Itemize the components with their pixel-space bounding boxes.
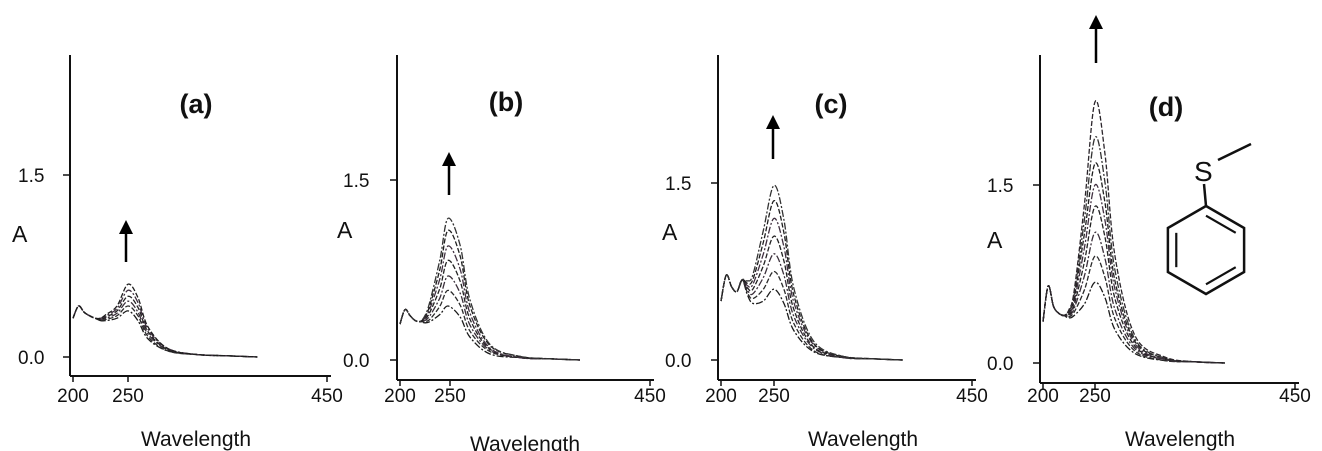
y-axis-title: A	[987, 227, 1003, 253]
trend-arrow-up-icon	[119, 220, 133, 262]
panel-label: (d)	[1149, 92, 1183, 122]
x-tick-label: 200	[705, 386, 737, 407]
spectrum-series-line	[72, 295, 258, 358]
y-axis-title: A	[662, 219, 678, 245]
x-tick-label: 200	[384, 386, 416, 407]
x-tick-label: 200	[57, 386, 89, 407]
panel-label: (a)	[180, 89, 213, 119]
y-axis-title: A	[337, 217, 353, 243]
y-tick-label: 1.5	[18, 166, 44, 187]
x-tick-label: 450	[634, 386, 666, 407]
x-tick-label: 450	[956, 386, 988, 407]
y-tick-label: 1.5	[987, 176, 1013, 197]
spectrum-series-line	[720, 184, 903, 361]
trend-arrow-up-icon	[1089, 15, 1103, 63]
x-axis-title: Wavelength	[470, 433, 580, 451]
x-tick-label: 200	[1027, 386, 1059, 407]
spectra-series-group	[1042, 100, 1226, 364]
spectrum-series-line	[399, 229, 581, 361]
y-tick-label: 0.0	[987, 354, 1013, 375]
spectrum-series-line	[399, 217, 581, 361]
x-tick-label: 250	[758, 386, 790, 407]
spectrum-series-line	[72, 289, 258, 358]
x-tick-label: 250	[434, 386, 466, 407]
y-tick-label: 0.0	[665, 351, 691, 372]
spectrum-series-line	[1042, 205, 1226, 364]
spectrum-series-line	[720, 253, 903, 361]
trend-arrow-up-icon	[766, 115, 780, 159]
y-tick-label: 0.0	[343, 351, 369, 372]
panel-b: 0.0 1.5 200 250 450 Wavelength A (b)	[337, 55, 666, 451]
x-tick-label: 250	[112, 386, 144, 407]
x-tick-label: 450	[1279, 386, 1311, 407]
spectrum-series-line	[1042, 162, 1226, 364]
panel-c: 0.0 1.5 200 250 450 Wavelength A (c)	[662, 55, 988, 451]
spectra-series-group	[720, 184, 903, 361]
y-axis-title: A	[12, 221, 28, 247]
spectrum-series-line	[720, 274, 903, 361]
spectrum-series-line	[399, 245, 581, 361]
x-axis-title: Wavelength	[808, 428, 918, 451]
x-tick-label: 250	[1079, 386, 1111, 407]
panel-a: 0.0 1.5 200 250 450 Wavelength A (a)	[12, 55, 343, 451]
x-tick-label: 450	[311, 386, 343, 407]
y-tick-label: 0.0	[18, 348, 44, 369]
trend-arrow-up-icon	[442, 152, 456, 195]
spectrum-series-line	[1042, 100, 1226, 364]
y-tick-label: 1.5	[665, 174, 691, 195]
panel-d: 0.0 1.5 200 250 450 Wavelength A (d) S	[987, 15, 1311, 451]
spectrum-series-line	[72, 305, 258, 358]
thioanisole-structure-icon: S	[1166, 142, 1252, 296]
spectrum-series-line	[1042, 136, 1226, 364]
spectra-series-group	[72, 283, 258, 358]
sulfur-atom-label: S	[1194, 156, 1213, 187]
x-axis-title: Wavelength	[1125, 428, 1235, 451]
panel-label: (b)	[489, 87, 523, 117]
panels: 0.0 1.5 200 250 450 Wavelength A (a) 0.0 1.5 200 25…	[12, 15, 1311, 451]
spectra-series-group	[399, 217, 581, 361]
spectrum-series-line	[720, 270, 903, 361]
panel-label: (c)	[815, 89, 848, 119]
y-tick-label: 1.5	[343, 171, 369, 192]
spectrum-series-line	[72, 283, 258, 358]
x-axis-title: Wavelength	[141, 428, 251, 451]
spectrum-series-line	[1042, 231, 1226, 364]
